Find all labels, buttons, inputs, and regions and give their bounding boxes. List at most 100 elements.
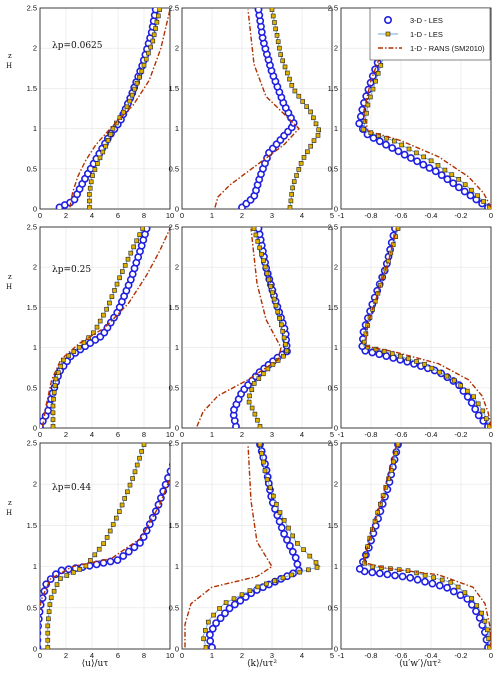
x-tick-label: -0.2: [455, 651, 468, 660]
data-point-3d-les: [40, 637, 42, 644]
column-xlabel-uw: ⟨u′w′⟩/uτ²: [399, 659, 441, 669]
data-point-1d-les: [290, 185, 295, 191]
data-point-3d-les: [169, 461, 170, 468]
x-tick-label: -0.4: [425, 211, 438, 220]
data-point-1d-les: [90, 173, 95, 178]
series-1-d-rans-sm2010: [362, 444, 491, 648]
y-tick-label: 0.5: [328, 603, 338, 612]
y-tick-label: 1: [33, 343, 37, 352]
data-point-1d-les: [406, 146, 412, 152]
data-point-3d-les: [254, 227, 263, 233]
y-tick-label: 1: [334, 124, 338, 133]
data-point-1d-les: [280, 353, 286, 359]
data-point-1d-les: [137, 74, 142, 80]
data-point-1d-les: [265, 366, 271, 372]
data-point-1d-les: [291, 179, 297, 184]
data-point-1d-les: [150, 38, 156, 44]
data-point-1d-les: [270, 290, 275, 296]
y-tick-label: 2: [33, 44, 37, 53]
data-point-1d-les: [87, 185, 93, 191]
data-point-3d-les: [437, 171, 446, 179]
data-point-1d-les: [275, 309, 281, 315]
x-tick-label: 4: [90, 211, 94, 220]
data-point-1d-les: [284, 348, 290, 354]
data-point-1d-les: [151, 32, 157, 38]
x-tick-label: 2: [240, 651, 244, 660]
data-point-1d-les: [87, 192, 92, 197]
y-tick-label: 2: [33, 263, 37, 272]
data-point-1d-les: [45, 645, 51, 649]
data-point-1d-les: [474, 603, 480, 608]
data-point-3d-les: [92, 560, 101, 569]
series-line-rans: [196, 228, 282, 427]
x-tick-label: 3: [270, 430, 274, 439]
data-point-1d-les: [448, 579, 454, 585]
data-point-1d-les: [289, 83, 295, 88]
data-point-1d-les: [283, 342, 288, 347]
x-tick-label: 8: [142, 211, 146, 220]
data-point-1d-les: [54, 582, 60, 587]
data-point-3d-les: [57, 566, 66, 575]
x-tick-label: 2: [240, 430, 244, 439]
data-point-1d-les: [292, 88, 298, 94]
legend-label-3d-les: 3-D - LES: [410, 16, 443, 25]
y-tick-label: 1: [33, 562, 37, 571]
data-point-1d-les: [471, 394, 476, 400]
y-tick-label: 0.5: [169, 383, 179, 392]
x-tick-label: 2: [240, 211, 244, 220]
ylabel-den-row2: H: [6, 283, 12, 291]
data-point-1d-les: [77, 567, 82, 572]
data-point-1d-les: [462, 182, 468, 187]
data-point-1d-les: [361, 127, 366, 132]
data-point-1d-les: [431, 575, 437, 580]
data-point-1d-les: [47, 602, 53, 607]
data-point-1d-les: [51, 390, 57, 395]
series-1-d-les: [45, 443, 147, 649]
data-point-1d-les: [53, 376, 59, 382]
y-tick-label: 1: [33, 124, 37, 133]
y-tick-label: 0.5: [169, 603, 179, 612]
data-point-1d-les: [157, 8, 162, 12]
data-point-1d-les: [455, 584, 461, 590]
ylabel-num-row1: z: [8, 52, 12, 60]
data-point-3d-les: [368, 568, 377, 577]
data-point-1d-les: [462, 590, 468, 596]
data-point-3d-les: [383, 570, 392, 579]
panel-r1-c0: 0 2 4 6 8 10 0 0.5 1 1.5 2 2.5: [27, 223, 175, 440]
data-point-1d-les: [252, 411, 258, 417]
data-point-1d-les: [117, 275, 122, 281]
data-point-1d-les: [146, 50, 151, 56]
data-point-1d-les: [284, 70, 290, 76]
y-tick-label: 0: [334, 205, 338, 214]
y-tick-label: 0: [33, 205, 37, 214]
x-tick-label: 4: [300, 211, 304, 220]
data-point-1d-les: [469, 596, 475, 601]
data-point-1d-les: [389, 351, 395, 357]
data-point-1d-les: [301, 547, 306, 553]
data-point-3d-les: [478, 621, 487, 629]
x-tick-label: 10: [166, 430, 174, 439]
legend: 3-D - LES 1-D - LES 1-D - RANS (SM2010): [369, 7, 491, 61]
data-point-1d-les: [50, 410, 56, 416]
data-point-1d-les: [280, 58, 286, 64]
data-point-3d-les: [391, 571, 399, 580]
data-point-1d-les: [148, 44, 153, 50]
x-tick-label: 0: [38, 651, 42, 660]
figure-labels: ⟨u⟩/uτ ⟨k⟩/uτ² ⟨u′w′⟩/uτ² λp=0.0625 λp=0…: [6, 41, 441, 669]
legend-marker-circle: [383, 15, 392, 24]
data-point-1d-les: [274, 32, 280, 38]
data-point-1d-les: [46, 609, 52, 615]
x-tick-label: 10: [166, 211, 174, 220]
plot-frame: [181, 442, 333, 650]
plot-border: [39, 226, 171, 429]
y-tick-label: 1.5: [169, 303, 179, 312]
data-point-1d-les: [131, 244, 136, 250]
x-tick-label: 10: [166, 651, 174, 660]
data-point-3d-les: [212, 619, 220, 627]
data-point-1d-les: [249, 405, 255, 411]
panel-r0-c0: 0 2 4 6 8 10 0 0.5 1 1.5 2 2.5: [27, 4, 175, 221]
data-point-1d-les: [50, 403, 56, 409]
y-tick-label: 2.5: [27, 223, 37, 232]
data-point-1d-les: [156, 13, 161, 19]
data-point-3d-les: [293, 560, 302, 569]
